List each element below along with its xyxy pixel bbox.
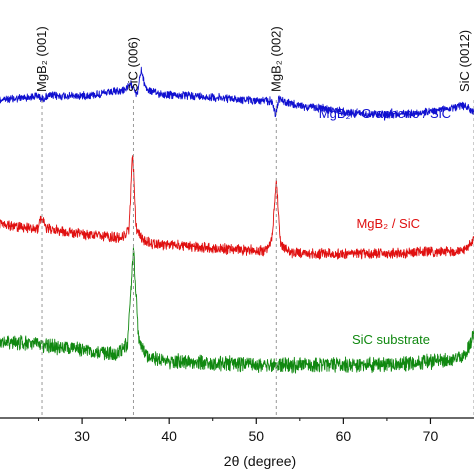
series-label: MgB₂ / SiC: [356, 216, 420, 231]
series-label: SiC substrate: [352, 332, 430, 347]
peak-label: MgB₂ (002): [268, 26, 283, 92]
series-line: [0, 155, 474, 260]
peak-label: SiC (006): [125, 37, 140, 92]
series-labels: MgB₂ / Graphene / SiC MgB₂ / SiC SiC subst…: [319, 106, 451, 347]
x-tick-label: 70: [423, 428, 439, 444]
series-line: [0, 66, 474, 119]
x-ticks: 30 40 50 60 70: [38, 418, 439, 444]
x-tick-label: 30: [74, 428, 90, 444]
peak-label: SiC (0012): [457, 30, 472, 92]
x-tick-label: 50: [248, 428, 264, 444]
peak-label: MgB₂ (001): [34, 26, 49, 92]
series-line: [0, 247, 474, 374]
peak-annotations: MgB₂ (001) SiC (006) MgB₂ (002) SiC (0012): [34, 26, 474, 418]
x-tick-label: 40: [161, 428, 177, 444]
x-axis-label: 2θ (degree): [224, 453, 296, 469]
x-tick-label: 60: [336, 428, 352, 444]
plot-area: [0, 66, 474, 374]
series-label: MgB₂ / Graphene / SiC: [319, 106, 451, 121]
